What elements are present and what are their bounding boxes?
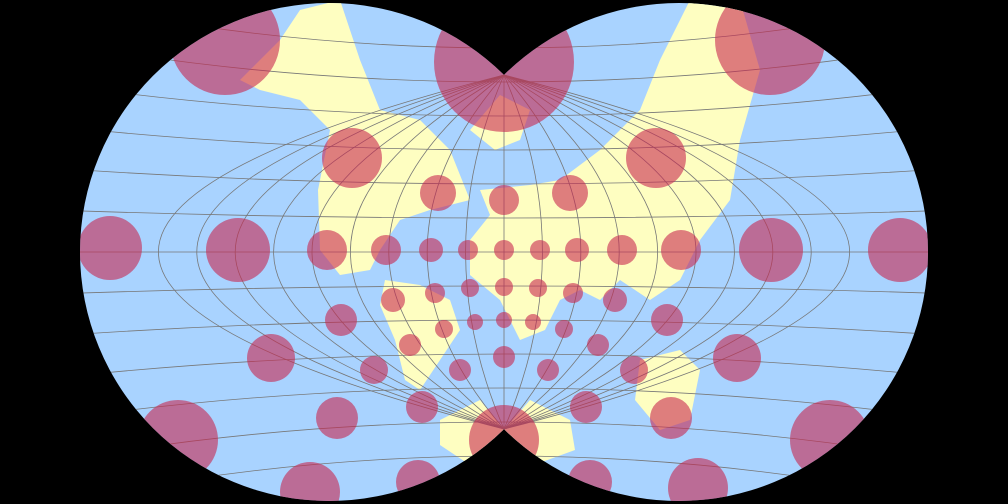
tissot-circle (406, 391, 438, 423)
tissot-circle (565, 238, 589, 262)
tissot-circle (206, 218, 270, 282)
tissot-circle (529, 279, 547, 297)
tissot-circle (419, 238, 443, 262)
tissot-circle (563, 283, 583, 303)
tissot-circle (496, 312, 512, 328)
tissot-circle (247, 334, 295, 382)
tissot-circle (868, 218, 928, 282)
tissot-circle (307, 230, 347, 270)
tissot-circle (325, 304, 357, 336)
tissot-circle (651, 304, 683, 336)
tissot-circle (381, 288, 405, 312)
tissot-circle (489, 185, 519, 215)
tissot-circle (713, 334, 761, 382)
parallel (80, 207, 928, 219)
tissot-circle (467, 314, 483, 330)
tissot-circle (494, 240, 514, 260)
tissot-circle (399, 334, 421, 356)
tissot-circle (458, 240, 478, 260)
tissot-circle (322, 128, 382, 188)
tissot-circle (626, 128, 686, 188)
parallel (80, 163, 928, 185)
tissot-circle (587, 334, 609, 356)
tissot-circle (668, 458, 728, 501)
tissot-circle (80, 216, 142, 280)
tissot-circle (537, 359, 559, 381)
tissot-circle (661, 230, 701, 270)
tissot-circle (449, 359, 471, 381)
tissot-circle (603, 288, 627, 312)
parallel (80, 119, 928, 151)
tissot-circle (650, 397, 692, 439)
tissot-circle (525, 314, 541, 330)
tissot-circle (435, 320, 453, 338)
tissot-circle (552, 175, 588, 211)
tissot-circle (280, 462, 340, 501)
tissot-circle (316, 397, 358, 439)
tissot-circle (607, 235, 637, 265)
tissot-circle (495, 278, 513, 296)
tissot-circle (420, 175, 456, 211)
tissot-circle (425, 283, 445, 303)
tissot-circle (570, 391, 602, 423)
tissot-circle (360, 356, 388, 384)
tissot-circle (530, 240, 550, 260)
tissot-circle (371, 235, 401, 265)
tissot-circle (461, 279, 479, 297)
parallel (80, 387, 928, 429)
tissot-circle (739, 218, 803, 282)
tissot-circle (620, 356, 648, 384)
tissot-circle (555, 320, 573, 338)
tissot-circle (493, 346, 515, 368)
